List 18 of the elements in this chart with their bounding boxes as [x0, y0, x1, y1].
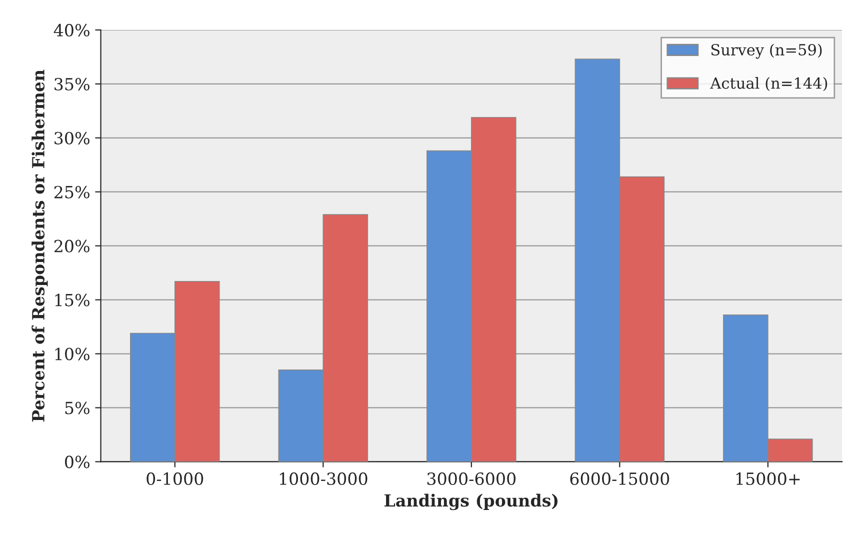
x-tick-label: 15000+	[736, 472, 800, 486]
y-tick-label: 15%	[55, 294, 90, 306]
x-tick-label: 3000-6000	[427, 472, 516, 486]
x-tick-label: 1000-3000	[280, 472, 368, 486]
y-tick-label: 5%	[65, 402, 90, 414]
y-tick-label: 20%	[54, 240, 90, 252]
x-tick-label: 0-1000	[146, 472, 204, 486]
y-axis-title: Percent of Respondents or Fishermen	[32, 70, 48, 422]
y-tick-label: 40%	[54, 24, 90, 37]
y-tick-label: 30%	[54, 132, 90, 144]
y-tick-label: 25%	[54, 186, 90, 198]
x-axis-title: Landings (pounds)	[384, 494, 558, 510]
y-tick-label: 0%	[65, 456, 90, 468]
y-tick-label: 10%	[55, 348, 90, 360]
legend-label: Survey (n=59)	[711, 44, 822, 59]
legend-label: Actual (n=144)	[710, 77, 828, 92]
y-tick-label: 35%	[54, 78, 90, 90]
x-tick-label: 6000-15000	[570, 472, 670, 486]
